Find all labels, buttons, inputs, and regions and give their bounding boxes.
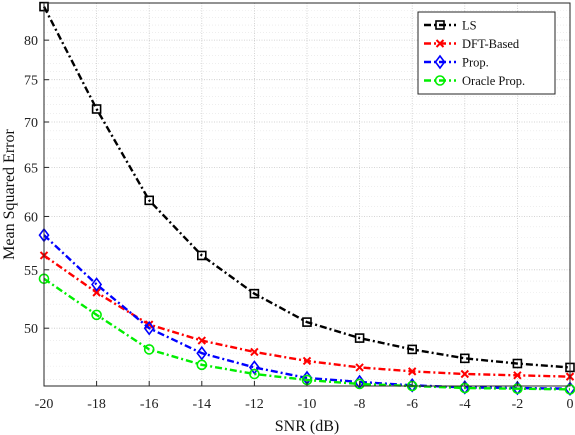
- legend-item: Oracle Prop.: [424, 74, 525, 88]
- series-line: [43, 277, 571, 391]
- x-axis-title: SNR (dB): [275, 418, 339, 435]
- data-point: [91, 309, 102, 321]
- data-point: [143, 320, 155, 336]
- legend-marker: [434, 75, 446, 86]
- data-point: [302, 317, 312, 327]
- y-tick-label: 75: [24, 74, 38, 89]
- y-tick-label: 80: [24, 34, 38, 49]
- y-tick-label: 60: [24, 210, 38, 225]
- ticks: -20 -18 -16 -14 -12 -10 -8 -6 -4 -2 05055606570758…: [24, 34, 574, 412]
- x-tick-label: -20: [35, 397, 54, 412]
- data-point: [460, 369, 470, 379]
- data-point: [249, 288, 260, 299]
- data-point: [196, 359, 208, 371]
- data-point: [197, 250, 207, 261]
- data-point: [407, 367, 417, 376]
- legend-item: LS: [424, 19, 477, 33]
- data-point: [513, 371, 522, 380]
- legend-item: Prop.: [424, 54, 489, 70]
- legend: LS DFT-Based Prop. Oracle Prop.: [417, 11, 556, 95]
- y-tick-label: 50: [24, 322, 38, 337]
- legend-label: DFT-Based: [462, 37, 520, 51]
- data-point: [248, 360, 260, 375]
- legend-label: LS: [462, 19, 477, 33]
- legend-label: Prop.: [462, 56, 489, 70]
- legend-marker: [435, 20, 445, 30]
- x-tick-label: 0: [567, 397, 574, 412]
- x-tick-label: -8: [354, 397, 366, 412]
- y-tick-label: 70: [24, 116, 38, 131]
- x-tick-label: -12: [245, 397, 264, 412]
- data-point: [250, 347, 259, 357]
- series-line: [43, 234, 571, 390]
- x-tick-label: -18: [87, 397, 106, 412]
- data-point: [196, 345, 208, 361]
- data-point: [355, 363, 364, 372]
- data-point: [512, 358, 523, 369]
- series-line: [42, 6, 571, 369]
- data-point: [407, 344, 418, 355]
- legend-label: Oracle Prop.: [462, 74, 525, 88]
- data-point: [91, 277, 103, 292]
- x-tick-label: -2: [512, 397, 524, 412]
- data-point: [354, 378, 365, 390]
- y-tick-label: 65: [24, 161, 38, 176]
- data-point: [197, 336, 207, 345]
- x-tick-label: -4: [459, 397, 471, 412]
- data-point: [143, 344, 155, 355]
- x-tick-label: -16: [140, 397, 159, 412]
- data-point: [354, 333, 365, 343]
- data-point: [302, 356, 312, 366]
- y-tick-label: 55: [24, 264, 38, 279]
- data-point: [92, 288, 101, 297]
- legend-marker: [434, 54, 446, 70]
- data-point: [459, 353, 470, 364]
- y-axis-title: Mean Squared Error: [1, 129, 18, 260]
- data-point: [249, 368, 260, 380]
- series-layer: [38, 1, 575, 397]
- legend-item: DFT-Based: [424, 37, 520, 51]
- x-tick-label: -6: [406, 397, 418, 412]
- x-tick-label: -14: [192, 397, 211, 412]
- x-tick-label: -10: [298, 397, 317, 412]
- legend-marker: [435, 39, 445, 48]
- data-point: [144, 195, 154, 206]
- data-point: [91, 104, 102, 114]
